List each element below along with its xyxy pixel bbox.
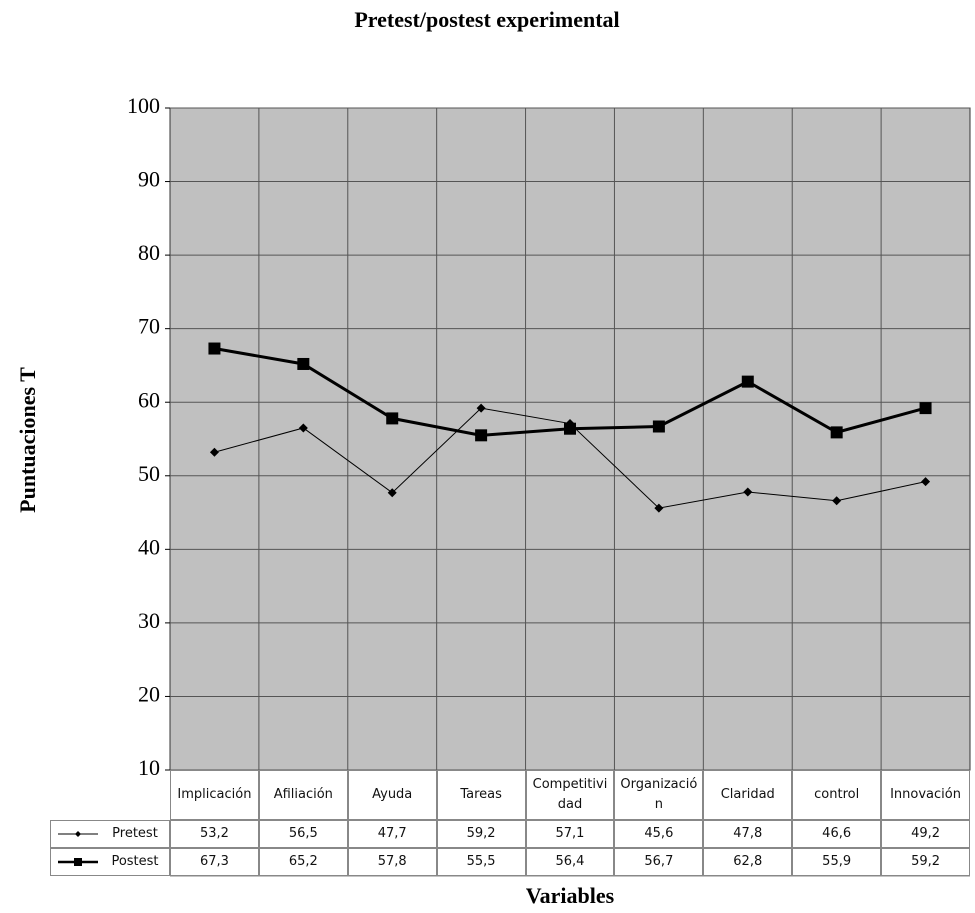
- legend-label: Pretest: [112, 826, 158, 841]
- category-label: Tareas: [436, 770, 526, 820]
- value-label: 46,6: [792, 820, 882, 848]
- marker: [741, 375, 754, 388]
- y-tick-label: 100: [127, 93, 160, 118]
- category-label: Innovación: [881, 770, 970, 820]
- marker: [298, 423, 308, 433]
- value-label: 45,6: [614, 820, 704, 848]
- marker: [476, 403, 486, 413]
- marker: [387, 488, 397, 498]
- y-tick-label: 80: [138, 240, 160, 265]
- y-tick-label: 70: [138, 314, 160, 339]
- value-label: 49,2: [881, 820, 970, 848]
- marker: [832, 496, 842, 506]
- category-label: control: [792, 770, 882, 820]
- marker: [919, 402, 932, 415]
- y-tick-label: 20: [138, 681, 160, 706]
- legend-cell: [50, 848, 170, 876]
- chart-title: Pretest/postest experimental: [354, 7, 619, 32]
- value-label: 56,7: [614, 848, 704, 876]
- category-label: Organización: [614, 770, 704, 820]
- value-label: 56,5: [258, 820, 348, 848]
- y-tick-label: 60: [138, 387, 160, 412]
- x-axis-label: Variables: [526, 883, 615, 908]
- value-label: 53,2: [170, 820, 259, 848]
- marker: [475, 429, 488, 442]
- y-tick-label: 50: [138, 461, 160, 486]
- value-label: 47,7: [347, 820, 437, 848]
- marker: [564, 422, 576, 435]
- y-axis-label: Puntuaciones T: [15, 367, 40, 513]
- value-label: 55,9: [792, 848, 882, 876]
- y-tick-label: 10: [138, 755, 160, 780]
- marker: [386, 412, 399, 425]
- value-label: 56,4: [525, 848, 615, 876]
- plot-area: [169, 107, 971, 771]
- value-label: 55,5: [436, 848, 526, 876]
- marker: [652, 420, 665, 433]
- marker: [209, 447, 219, 457]
- value-label: 59,2: [881, 848, 970, 876]
- category-label: Ayuda: [347, 770, 437, 820]
- value-label: 62,8: [703, 848, 793, 876]
- y-tick-label: 30: [138, 608, 160, 633]
- y-tick-label: 40: [138, 534, 160, 559]
- marker: [654, 503, 664, 513]
- legend-marker: [74, 858, 82, 866]
- category-label: Afiliación: [258, 770, 348, 820]
- legend-label: Postest: [111, 854, 159, 869]
- legend-cell: [50, 820, 170, 848]
- marker: [297, 357, 310, 370]
- value-label: 65,2: [258, 848, 348, 876]
- category-label: Claridad: [703, 770, 793, 820]
- value-label: 57,1: [525, 820, 615, 848]
- marker: [743, 487, 753, 497]
- value-label: 47,8: [703, 820, 793, 848]
- legend-marker: [75, 831, 81, 837]
- category-label: Competitividad: [525, 770, 615, 820]
- marker: [921, 477, 931, 487]
- value-label: 59,2: [436, 820, 526, 848]
- value-label: 57,8: [347, 848, 437, 876]
- category-label: Implicación: [170, 770, 259, 820]
- marker: [208, 342, 221, 355]
- marker: [830, 426, 843, 439]
- value-label: 67,3: [170, 848, 259, 876]
- y-tick-label: 90: [138, 167, 160, 192]
